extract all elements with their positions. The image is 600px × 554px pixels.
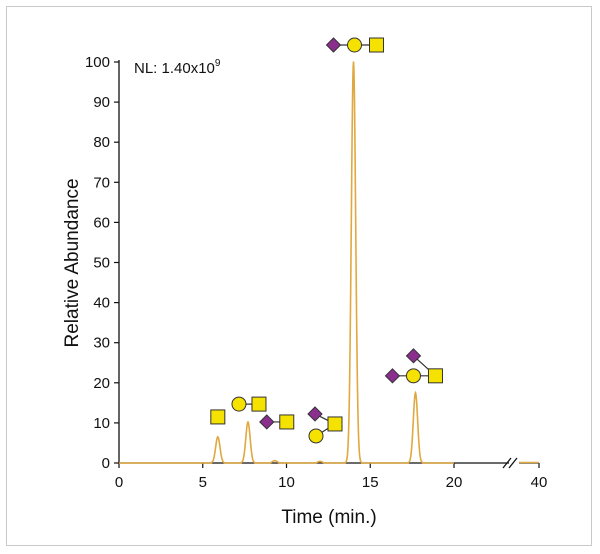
peak-point [273,459,276,462]
y-tick-label: 90 [93,94,110,111]
tick-marks: 0 10 20 30 40 50 60 70 80 90 100 0 5 10 15 20 40 [85,54,547,491]
glycan-structure-diamond-square-circle [307,406,343,444]
glycan-structure-diamond-circle-square [325,37,384,53]
chart-frame [6,6,592,546]
glycan-diamond-icon [325,37,342,53]
normalization-level-text: NL: 1.40x10 [134,60,215,77]
y-tick-label: 60 [93,214,110,231]
glycan-diamond-icon [259,414,275,430]
peak-point [217,436,219,438]
y-tick-label: 50 [93,255,110,272]
normalization-level-exponent: 9 [215,58,221,69]
axis-break-mark [502,457,512,469]
glycan-diamond-icon [405,348,422,364]
glycan-structure-square [210,409,226,425]
glycan-structure-circle-square [231,396,267,412]
y-tick-label: 40 [93,295,110,312]
peak-point [247,421,249,423]
x-tick-label: 10 [278,474,295,491]
axis-break-mark [508,457,518,469]
glycan-circle-icon [231,396,247,412]
glycan-structure-diamond-diamond-circle-square [384,348,443,384]
x-tick-label: 20 [446,474,463,491]
y-tick-label: 10 [93,415,110,432]
chromatogram-trace [119,61,454,464]
y-tick-label: 30 [93,335,110,352]
glycan-symbols [210,37,443,444]
glycan-square-icon [327,416,343,432]
y-tick-label: 100 [85,54,110,71]
glycan-diamond-icon [307,406,323,422]
peak-point [414,392,417,394]
x-axis-title: Time (min.) [281,507,376,528]
glycan-square-icon [279,414,295,430]
trace-layer [119,61,539,464]
x-tick-label: 0 [115,474,123,491]
y-tick-label: 70 [93,174,110,191]
normalization-level-label: NL: 1.40x109 [134,58,221,77]
glycan-structure-diamond-square [259,414,295,430]
axes [118,60,539,469]
y-tick-label: 0 [102,455,110,472]
y-axis-title: Relative Abundance [62,178,83,347]
x-tick-label: 40 [531,474,548,491]
glycan-circle-icon [347,37,362,53]
x-tick-label: 5 [199,474,207,491]
y-tick-label: 80 [93,134,110,151]
glycan-square-icon [369,37,384,53]
peak-point [352,61,355,63]
x-tick-label: 15 [362,474,379,491]
glycan-square-icon [210,409,226,425]
glycan-square-icon [251,396,267,412]
glycan-square-icon [427,368,443,384]
glycan-circle-icon [405,368,421,384]
peak-point [319,460,321,463]
y-tick-label: 20 [93,375,110,392]
glycan-diamond-icon [384,368,401,384]
glycan-circle-icon [308,428,324,444]
